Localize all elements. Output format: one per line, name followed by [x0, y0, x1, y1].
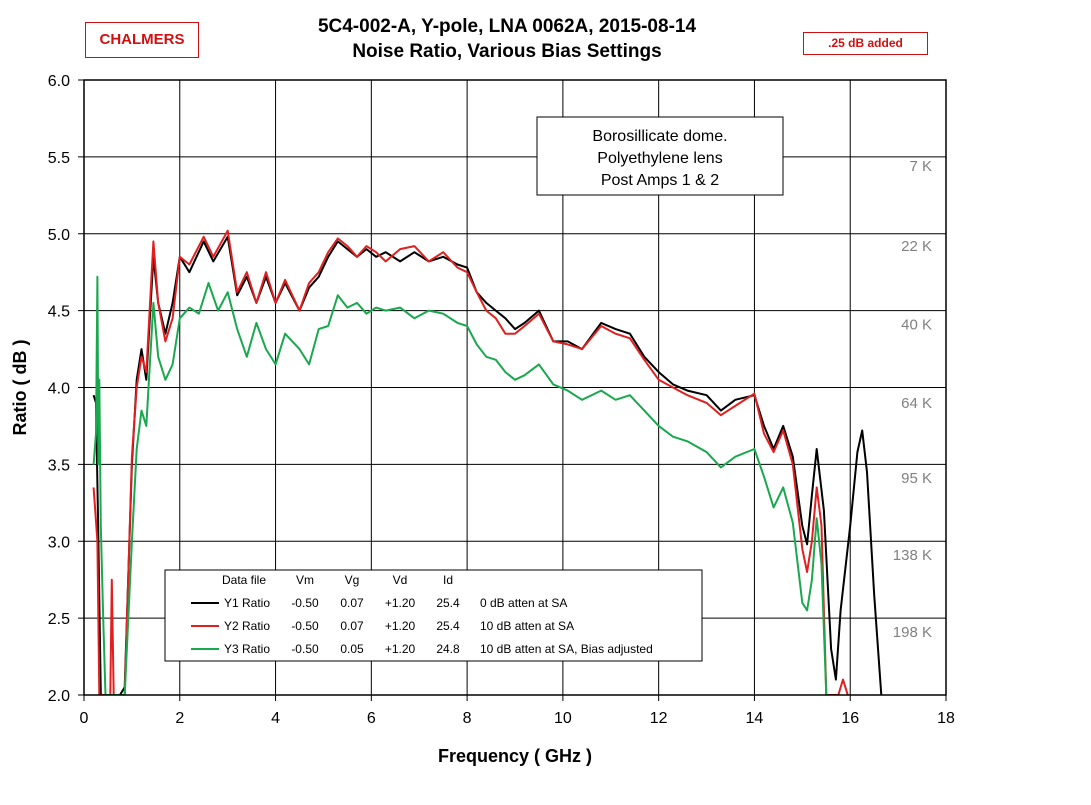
legend-cell: +1.20: [385, 642, 416, 656]
legend-cell: Y3 Ratio: [224, 642, 270, 656]
temperature-marker-label: 7 K: [909, 158, 932, 175]
y-tick-label: 5.0: [48, 227, 70, 244]
legend-cell: 0.07: [340, 619, 364, 633]
legend-header: Id: [443, 573, 453, 587]
y-tick-label: 5.5: [48, 150, 70, 167]
y-tick-label: 3.0: [48, 534, 70, 551]
series-line-y3-ratio: [92, 275, 828, 695]
x-tick-label: 18: [937, 710, 955, 727]
legend-cell: +1.20: [385, 596, 416, 610]
offset-note-badge: .25 dB added: [803, 32, 928, 55]
temperature-marker-label: 40 K: [901, 316, 932, 333]
temperature-marker-label: 198 K: [893, 624, 932, 641]
y-tick-label: 2.0: [48, 688, 70, 705]
temperature-marker-label: 138 K: [893, 547, 932, 564]
legend-note: 0 dB atten at SA: [480, 596, 567, 610]
annotation-box: Borosillicate dome. Polyethylene lens Po…: [536, 116, 784, 196]
temperature-marker-label: 22 K: [901, 238, 932, 255]
chart-title-line-2: Noise Ratio, Various Bias Settings: [352, 41, 662, 62]
annotation-line-1: Borosillicate dome.: [592, 128, 727, 145]
y-tick-label: 4.0: [48, 381, 70, 398]
legend-note: 10 dB atten at SA: [480, 619, 574, 633]
y-axis-label: Ratio ( dB ): [10, 340, 30, 436]
x-tick-label: 6: [367, 710, 376, 727]
data-series: [92, 229, 883, 695]
y-tick-label: 6.0: [48, 73, 70, 90]
x-tick-label: 2: [175, 710, 184, 727]
legend-cell: 0.05: [340, 642, 364, 656]
temperature-marker-label: 64 K: [901, 395, 932, 412]
legend-header: Data file: [222, 573, 266, 587]
x-tick-label: 12: [650, 710, 668, 727]
legend-header: Vm: [296, 573, 314, 587]
legend-cell: 24.8: [436, 642, 460, 656]
legend-cell: -0.50: [291, 619, 319, 633]
legend-header: Vd: [393, 573, 408, 587]
chart-title-line-1: 5C4-002-A, Y-pole, LNA 0062A, 2015-08-14: [317, 16, 697, 37]
x-tick-label: 0: [80, 710, 89, 727]
chalmers-logo: CHALMERS: [85, 22, 199, 58]
legend-cell: -0.50: [291, 596, 319, 610]
series-line-y1-ratio: [92, 235, 883, 695]
annotation-line-2: Polyethylene lens: [597, 150, 722, 167]
x-tick-label: 4: [271, 710, 280, 727]
x-tick-label: 14: [746, 710, 764, 727]
annotation-line-3: Post Amps 1 & 2: [601, 172, 719, 189]
legend-cell: 25.4: [436, 619, 460, 633]
legend-cell: 25.4: [436, 596, 460, 610]
temperature-markers: 7 K 22 K 40 K 64 K 95 K 138 K 198 K: [893, 158, 932, 641]
legend-cell: Y2 Ratio: [224, 619, 270, 633]
legend-header: Vg: [345, 573, 360, 587]
legend-cell: +1.20: [385, 619, 416, 633]
y-tick-label: 3.5: [48, 457, 70, 474]
legend-cell: -0.50: [291, 642, 319, 656]
legend-cell: Y1 Ratio: [224, 596, 270, 610]
x-axis-ticks: 0 2 4 6 8 10 12 14 16 18: [80, 695, 955, 727]
x-tick-label: 10: [554, 710, 572, 727]
legend-note: 10 dB atten at SA, Bias adjusted: [480, 642, 653, 656]
x-tick-label: 16: [841, 710, 859, 727]
x-tick-label: 8: [463, 710, 472, 727]
y-tick-label: 4.5: [48, 304, 70, 321]
y-tick-label: 2.5: [48, 611, 70, 628]
legend-box: [164, 569, 703, 662]
series-line-y2-ratio: [92, 229, 849, 695]
temperature-marker-label: 95 K: [901, 470, 932, 487]
legend: Data file Vm Vg Vd Id Y1 Ratio -0.50 0.07 +1.20 2…: [164, 569, 703, 662]
y-axis-ticks: 2.0 2.5 3.0 3.5 4.0 4.5 5.0 5.5 6.0: [48, 73, 84, 705]
x-axis-label: Frequency ( GHz ): [438, 746, 592, 766]
legend-cell: 0.07: [340, 596, 364, 610]
plot-border: [83, 79, 947, 696]
